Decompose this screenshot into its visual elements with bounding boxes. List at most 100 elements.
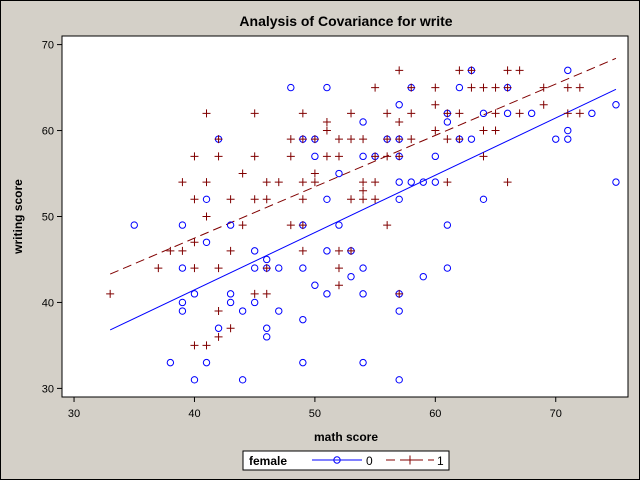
- point-series-1: [262, 195, 271, 204]
- point-series-1: [371, 83, 380, 92]
- point-series-1: [371, 195, 380, 204]
- point-series-0: [407, 178, 415, 186]
- point-series-1: [347, 135, 356, 144]
- point-series-1: [334, 246, 343, 255]
- point-series-0: [178, 307, 187, 315]
- legend-marker-1: [405, 455, 415, 465]
- point-series-0: [359, 358, 367, 367]
- y-tick-label: 60: [42, 126, 54, 138]
- point-series-0: [299, 264, 307, 272]
- fit-line-series-1: [109, 57, 617, 275]
- point-series-1: [274, 178, 283, 187]
- x-tick-label: 60: [429, 408, 441, 420]
- y-tick-label: 50: [42, 212, 54, 224]
- point-series-0: [347, 272, 355, 281]
- point-series-1: [310, 169, 319, 178]
- point-series-1: [286, 221, 295, 230]
- point-series-1: [359, 178, 368, 187]
- point-series-1: [359, 195, 368, 204]
- legend-label-1: 1: [437, 454, 444, 468]
- point-series-0: [202, 195, 211, 204]
- point-series-0: [552, 135, 560, 143]
- point-series-1: [479, 152, 488, 161]
- point-series-1: [202, 109, 211, 118]
- point-series-0: [178, 298, 187, 307]
- point-series-1: [322, 126, 331, 135]
- point-series-1: [250, 289, 259, 298]
- point-series-0: [431, 152, 440, 161]
- point-series-1: [431, 126, 440, 135]
- point-series-1: [359, 135, 368, 144]
- data-points: [106, 66, 620, 384]
- point-series-1: [190, 264, 199, 273]
- point-series-0: [178, 264, 187, 272]
- point-series-1: [503, 83, 512, 92]
- point-series-1: [310, 135, 319, 144]
- point-series-1: [226, 246, 235, 255]
- point-series-1: [395, 289, 404, 298]
- chart-title: Analysis of Covariance for write: [239, 13, 452, 29]
- point-series-1: [539, 100, 548, 109]
- point-series-1: [539, 83, 548, 92]
- point-series-0: [359, 152, 367, 161]
- point-series-0: [564, 66, 572, 75]
- point-series-0: [479, 109, 488, 118]
- point-series-0: [238, 307, 247, 315]
- point-series-1: [431, 100, 440, 109]
- point-series-0: [214, 324, 223, 332]
- point-series-0: [250, 264, 259, 272]
- point-series-1: [491, 83, 500, 92]
- point-series-0: [190, 290, 199, 298]
- point-series-0: [335, 169, 343, 178]
- point-series-0: [419, 178, 427, 186]
- point-series-0: [323, 247, 331, 255]
- point-series-1: [298, 178, 307, 187]
- point-series-1: [347, 246, 356, 255]
- point-series-1: [286, 135, 295, 144]
- point-series-1: [347, 109, 356, 118]
- point-series-0: [503, 109, 512, 118]
- point-series-1: [491, 126, 500, 135]
- point-series-1: [262, 289, 271, 298]
- point-series-1: [154, 264, 163, 273]
- point-series-1: [262, 264, 271, 273]
- point-series-1: [359, 186, 368, 195]
- point-series-1: [395, 117, 404, 126]
- point-series-1: [383, 109, 392, 118]
- point-series-1: [238, 169, 247, 178]
- y-axis-label: writing score: [11, 179, 25, 255]
- point-series-1: [334, 152, 343, 161]
- point-series-1: [202, 178, 211, 187]
- point-series-1: [322, 117, 331, 126]
- point-series-1: [214, 152, 223, 161]
- x-tick-label: 50: [309, 408, 321, 420]
- point-series-0: [202, 238, 211, 246]
- point-series-0: [287, 83, 295, 92]
- point-series-0: [263, 333, 271, 341]
- legend-label-0: 0: [366, 454, 373, 468]
- point-series-1: [563, 83, 572, 92]
- point-series-1: [455, 66, 464, 75]
- point-series-1: [202, 212, 211, 221]
- point-series-0: [190, 376, 199, 384]
- point-series-1: [214, 135, 223, 144]
- point-series-1: [334, 281, 343, 290]
- x-tick-label: 30: [68, 408, 80, 420]
- point-series-1: [214, 307, 223, 316]
- point-series-1: [226, 195, 235, 204]
- point-series-1: [250, 152, 259, 161]
- point-series-1: [431, 83, 440, 92]
- point-series-1: [407, 83, 416, 92]
- fit-line-series-0: [109, 88, 617, 331]
- point-series-1: [443, 135, 452, 144]
- y-tick-label: 30: [42, 383, 54, 395]
- point-series-0: [395, 101, 403, 109]
- point-series-1: [371, 152, 380, 161]
- point-series-1: [395, 135, 404, 144]
- point-series-1: [455, 109, 464, 118]
- point-series-1: [214, 332, 223, 341]
- point-series-1: [298, 195, 307, 204]
- point-series-1: [322, 152, 331, 161]
- point-series-1: [467, 83, 476, 92]
